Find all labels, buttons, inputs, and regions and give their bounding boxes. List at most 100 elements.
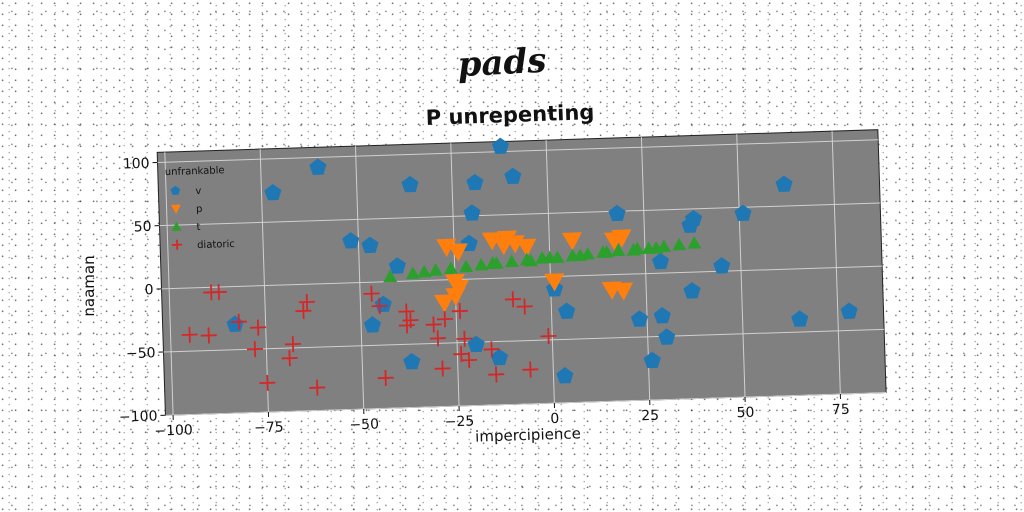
scatter-point-t [649, 240, 664, 254]
axis-ticks: −100 −75 −50 −25 0 25 50 75 −100 −50 0 50 100 [119, 156, 850, 440]
scatter-point-t [630, 241, 645, 255]
scatter-point-diatoric [522, 361, 539, 378]
scatter-point-v [713, 257, 731, 274]
x-gridline [545, 140, 555, 404]
scatter-point-v [491, 137, 509, 155]
scatter-point-diatoric [377, 369, 394, 386]
scatter-point-diatoric [200, 327, 217, 344]
x-tick-label: 75 [832, 402, 850, 419]
scatter-point-v [363, 316, 382, 333]
scatter-point-t [417, 264, 432, 278]
x-tick-label: 50 [736, 405, 754, 422]
scatter-point-v [775, 175, 793, 192]
scatter-point-v [681, 216, 699, 233]
scatter-point-v [643, 351, 661, 369]
x-tick-label: 25 [641, 408, 659, 425]
legend-label: t [196, 222, 200, 233]
scatter-point-p [544, 273, 565, 292]
x-gridline [164, 152, 174, 415]
scatter-point-diatoric [371, 297, 388, 315]
scatter-point-v [558, 302, 576, 319]
scatter-point-p [436, 238, 457, 257]
legend-label: diatoric [197, 239, 235, 251]
scatter-point-diatoric [453, 346, 470, 363]
scatter-point-v [463, 204, 481, 221]
plot-area: −100 −75 −50 −25 0 25 50 75 −100 −50 0 50 100 unfran… [119, 129, 887, 440]
scatter-point-p [613, 282, 634, 301]
scatter-point-v [608, 204, 626, 222]
legend-marker-diatoric [172, 239, 183, 250]
scatter-point-v [504, 167, 522, 185]
scatter-point-diatoric [461, 352, 478, 369]
scatter-point-diatoric [250, 319, 267, 336]
scatter-point-diatoric [284, 336, 302, 353]
scatter-point-diatoric [309, 379, 326, 396]
y-gridline [159, 202, 881, 227]
scatter-point-diatoric [259, 374, 276, 391]
legend-title: unfrankable [165, 165, 225, 178]
legend-marker-v [170, 185, 181, 195]
scatter-point-diatoric [488, 366, 505, 383]
scatter-point-diatoric [436, 311, 453, 328]
scatter-point-v [342, 232, 360, 249]
x-tick-label: −75 [254, 420, 284, 437]
scatter-point-v [630, 310, 648, 327]
y-gridline [161, 265, 883, 290]
scatter-point-diatoric [456, 330, 473, 347]
y-tick-label: −50 [126, 345, 156, 362]
y-gridline [157, 139, 879, 163]
scatter-point-v [466, 173, 484, 191]
x-gridline [831, 131, 841, 395]
scatter-point-v [658, 328, 676, 345]
legend-marker-t [171, 221, 182, 231]
scatter-point-diatoric [429, 330, 446, 347]
legend: unfrankable vpt diatoric [165, 165, 235, 251]
scatter-point-p [447, 243, 468, 262]
scatter-point-diatoric [398, 303, 415, 320]
scatter-point-v [734, 204, 752, 222]
scatter-point-v [791, 310, 809, 327]
scatter-point-v [264, 184, 282, 201]
scatter-point-diatoric [504, 291, 521, 308]
scatter-point-t [459, 259, 474, 273]
scatter-point-p [434, 294, 455, 313]
scatter-point-diatoric [281, 350, 298, 367]
scatter-point-t [672, 237, 687, 251]
x-gridline [736, 134, 746, 398]
scatter-point-diatoric [516, 298, 533, 315]
scatter-point-diatoric [451, 303, 468, 320]
scatter-point-t [523, 253, 538, 267]
scatter-point-diatoric [246, 341, 263, 358]
legend-marker-p [170, 204, 181, 214]
scatter-point-t [573, 248, 588, 262]
legend-label: v [195, 186, 201, 197]
scatter-point-p [603, 232, 624, 251]
scatter-point-v [651, 252, 670, 270]
scatter-point-v [653, 307, 671, 324]
scatter-point-t [611, 243, 626, 257]
scatter-point-v [490, 348, 509, 366]
scatter-point-diatoric [540, 328, 557, 345]
x-axis-label: impercipience [475, 424, 581, 445]
scatter-point-p [561, 232, 582, 251]
y-tick-label: −100 [119, 408, 158, 425]
x-gridline [354, 146, 365, 409]
scatter-point-diatoric [295, 302, 312, 319]
scatter-point-diatoric [298, 293, 315, 310]
scatter-point-diatoric [363, 285, 380, 302]
scatter-point-v [388, 257, 406, 274]
scatter-point-diatoric [483, 341, 500, 358]
scatter-point-diatoric [398, 317, 415, 334]
scatter-point-v [361, 236, 379, 254]
scatter-point-v [556, 367, 574, 384]
scatter-point-t [600, 245, 615, 258]
scatter-point-diatoric [434, 360, 451, 377]
scatter-point-p [496, 230, 517, 249]
x-gridline [259, 149, 269, 412]
scatter-point-t [542, 250, 557, 264]
scatter-point-p [481, 232, 502, 251]
grid [157, 131, 887, 416]
x-tick-label: −50 [349, 417, 379, 434]
y-tick-label: 0 [144, 282, 153, 298]
scatter-point-v [401, 175, 419, 193]
